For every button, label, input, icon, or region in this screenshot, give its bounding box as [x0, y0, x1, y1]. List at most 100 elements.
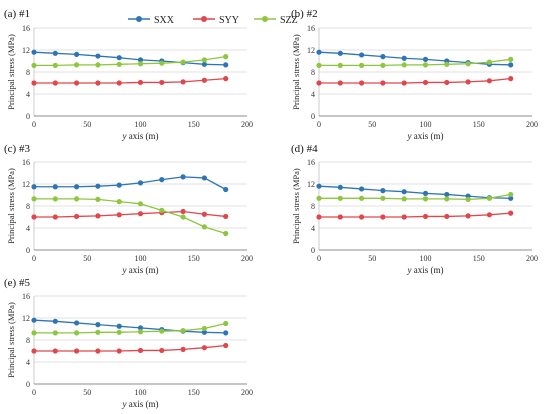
panel-2: (b) #2 0 4 8 12 16 0 50 100 150 200 y axis (m) Princ…: [291, 8, 538, 141]
panel-5: (e) #5 0 4 8 12 16 0 50 100 150 200 y axis (m) Princ…: [4, 277, 253, 409]
x-axis-label-italic: y: [407, 265, 412, 275]
data-point: [223, 76, 229, 82]
x-axis-label-italic: y: [122, 131, 127, 141]
data-point: [137, 329, 144, 335]
data-point: [337, 214, 343, 220]
x-tick-label: 50: [83, 388, 91, 397]
y-tick-label: 4: [26, 358, 30, 367]
data-point: [95, 213, 101, 219]
x-axis-label-text: axis (m): [127, 265, 159, 275]
data-point: [508, 62, 514, 68]
x-tick-label: 200: [526, 254, 538, 263]
x-tick-label: 200: [241, 120, 253, 129]
y-tick-label: 4: [311, 224, 315, 233]
data-point: [31, 317, 37, 323]
data-point: [116, 182, 122, 188]
y-tick-label: 4: [311, 90, 315, 99]
y-tick-label: 8: [26, 336, 30, 345]
y-axis-label: Principal stress (MPa): [6, 168, 16, 244]
data-point: [508, 76, 514, 82]
y-tick-label: 8: [311, 202, 315, 211]
data-point: [95, 80, 101, 86]
y-tick-label: 4: [26, 90, 30, 99]
series-line: [319, 58, 511, 67]
y-tick-label: 8: [311, 68, 315, 77]
y-tick-label: 16: [307, 158, 315, 167]
data-point: [137, 347, 144, 354]
data-point: [401, 62, 407, 68]
x-tick-label: 150: [188, 254, 200, 263]
data-point: [74, 330, 80, 336]
data-point: [508, 56, 514, 62]
x-axis-label-italic: y: [122, 399, 127, 409]
data-point: [52, 318, 58, 324]
data-point: [422, 190, 429, 196]
x-tick-label: 50: [83, 254, 91, 263]
data-point: [137, 57, 144, 63]
legend-marker: [136, 16, 142, 22]
data-point: [444, 61, 450, 67]
data-point: [137, 180, 144, 186]
data-point: [316, 62, 322, 68]
x-tick-label: 50: [368, 120, 376, 129]
data-point: [52, 80, 58, 86]
data-point: [95, 196, 101, 202]
data-point: [337, 50, 343, 56]
data-point: [74, 184, 80, 190]
x-tick-label: 100: [135, 120, 147, 129]
series-line: [34, 77, 226, 84]
data-point: [201, 325, 207, 332]
series-sxx: [31, 174, 229, 193]
y-axis-label: Principal stress (MPa): [6, 34, 16, 110]
data-point: [401, 80, 407, 86]
data-point: [486, 59, 492, 65]
data-point: [31, 214, 37, 220]
y-tick-label: 8: [26, 68, 30, 77]
data-point: [486, 212, 492, 218]
data-point: [31, 80, 37, 86]
y-tick-label: 0: [311, 246, 315, 255]
data-point: [52, 348, 58, 354]
x-tick-label: 50: [368, 254, 376, 263]
legend-marker: [201, 16, 207, 22]
data-point: [31, 196, 37, 202]
y-tick-label: 16: [22, 292, 30, 301]
series-szz: [316, 56, 514, 68]
data-point: [137, 61, 144, 67]
y-tick-label: 8: [26, 202, 30, 211]
x-tick-label: 50: [83, 120, 91, 129]
data-point: [401, 196, 407, 202]
data-point: [380, 80, 386, 86]
data-point: [159, 328, 165, 334]
x-axis-label: y axis (m): [122, 265, 159, 275]
x-axis-label-text: axis (m): [412, 265, 444, 275]
data-point: [116, 212, 122, 218]
data-point: [31, 330, 37, 336]
y-axis-label: Principal stress (MPa): [6, 302, 16, 378]
data-point: [74, 320, 80, 326]
data-point: [337, 184, 343, 190]
data-point: [201, 175, 207, 181]
x-tick-label: 100: [135, 388, 147, 397]
data-point: [159, 79, 165, 86]
data-point: [422, 196, 429, 202]
data-point: [359, 186, 365, 192]
data-point: [74, 80, 80, 86]
data-point: [422, 62, 429, 68]
series-syy: [316, 210, 514, 220]
data-point: [380, 188, 386, 194]
series-line: [34, 55, 226, 67]
series-line: [319, 212, 511, 218]
y-tick-label: 12: [22, 314, 30, 323]
data-point: [116, 348, 122, 354]
data-point: [337, 62, 343, 68]
data-point: [137, 211, 144, 217]
data-point: [465, 79, 471, 85]
series-syy: [31, 342, 229, 354]
data-point: [444, 79, 450, 86]
legend-item-szz: SZZ: [254, 15, 298, 26]
x-tick-label: 0: [32, 254, 36, 263]
panel-label: (d) #4: [291, 143, 318, 155]
data-point: [116, 329, 122, 335]
data-point: [137, 201, 144, 207]
